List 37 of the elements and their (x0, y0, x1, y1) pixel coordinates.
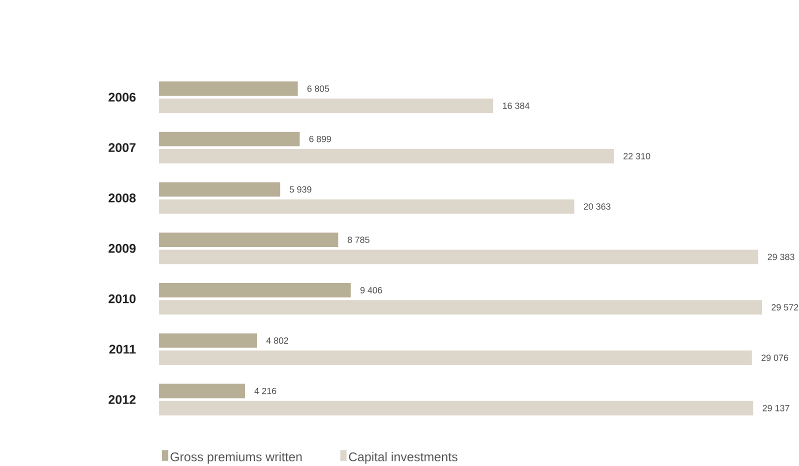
legend-label: Capital investments (349, 452, 458, 464)
data-label: 22 310 (624, 152, 650, 160)
y-tick-label: 2008 (108, 193, 136, 202)
data-label: 20 363 (584, 203, 610, 210)
data-label: 16 384 (502, 102, 530, 109)
bar (159, 350, 752, 365)
data-label: 6 899 (309, 136, 331, 142)
y-tick-label: 2006 (108, 92, 136, 102)
bar (159, 98, 494, 113)
data-label: 5 939 (290, 186, 312, 193)
y-tick-label: 2012 (108, 395, 136, 404)
bar (159, 182, 280, 197)
bar (159, 132, 300, 146)
bar (159, 232, 338, 247)
bar (159, 250, 758, 264)
bar (159, 81, 298, 96)
y-tick-label: 2011 (109, 344, 136, 354)
data-label: 29 076 (762, 354, 788, 361)
data-label: 6 805 (307, 85, 330, 92)
bar (159, 400, 754, 416)
y-tick-label: 2009 (108, 244, 136, 253)
legend-label: Gross premiums written (170, 452, 302, 464)
y-tick-label: 2007 (108, 143, 136, 152)
bar (159, 300, 762, 314)
data-label: 4 216 (254, 388, 276, 394)
data-label: 4 802 (266, 337, 288, 344)
data-label: 29 572 (772, 304, 798, 310)
bar (159, 384, 246, 398)
bar (159, 199, 574, 214)
bar (159, 333, 257, 348)
bar (159, 282, 351, 298)
data-label: 29 137 (762, 404, 790, 412)
data-label: 9 406 (360, 286, 382, 294)
data-label: 29 383 (768, 254, 794, 260)
bar (159, 148, 614, 164)
y-tick-label: 2010 (108, 294, 136, 304)
data-label: 8 785 (348, 236, 370, 243)
